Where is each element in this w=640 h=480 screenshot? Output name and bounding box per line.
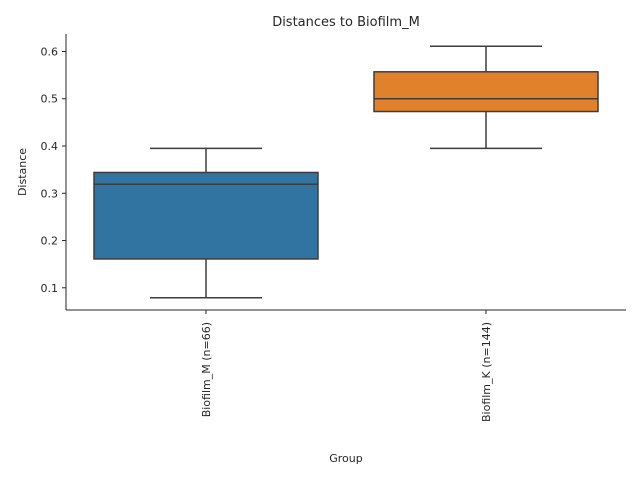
- y-tick-label: 0.3: [41, 187, 59, 200]
- chart-title: Distances to Biofilm_M: [272, 15, 420, 30]
- x-axis-ticks: Biofilm_M (n=66) Biofilm_K (n=144): [200, 310, 493, 422]
- box-body: [93, 171, 319, 260]
- y-tick-label: 0.5: [41, 93, 59, 106]
- x-tick-label: Biofilm_K (n=144): [480, 322, 493, 422]
- y-tick-label: 0.4: [41, 140, 59, 153]
- x-axis-label: Group: [329, 452, 363, 465]
- plot-area: [93, 45, 599, 299]
- y-tick-label: 0.6: [41, 45, 59, 58]
- y-axis-label: Distance: [16, 148, 29, 196]
- x-tick-label: Biofilm_M (n=66): [200, 322, 213, 417]
- box-group: [93, 147, 319, 299]
- y-axis-ticks: 0.1 0.2 0.3 0.4 0.5 0.6: [41, 45, 66, 295]
- box-group: [373, 45, 599, 150]
- y-tick-label: 0.2: [41, 235, 59, 248]
- box-body: [373, 71, 599, 113]
- y-tick-label: 0.1: [41, 282, 59, 295]
